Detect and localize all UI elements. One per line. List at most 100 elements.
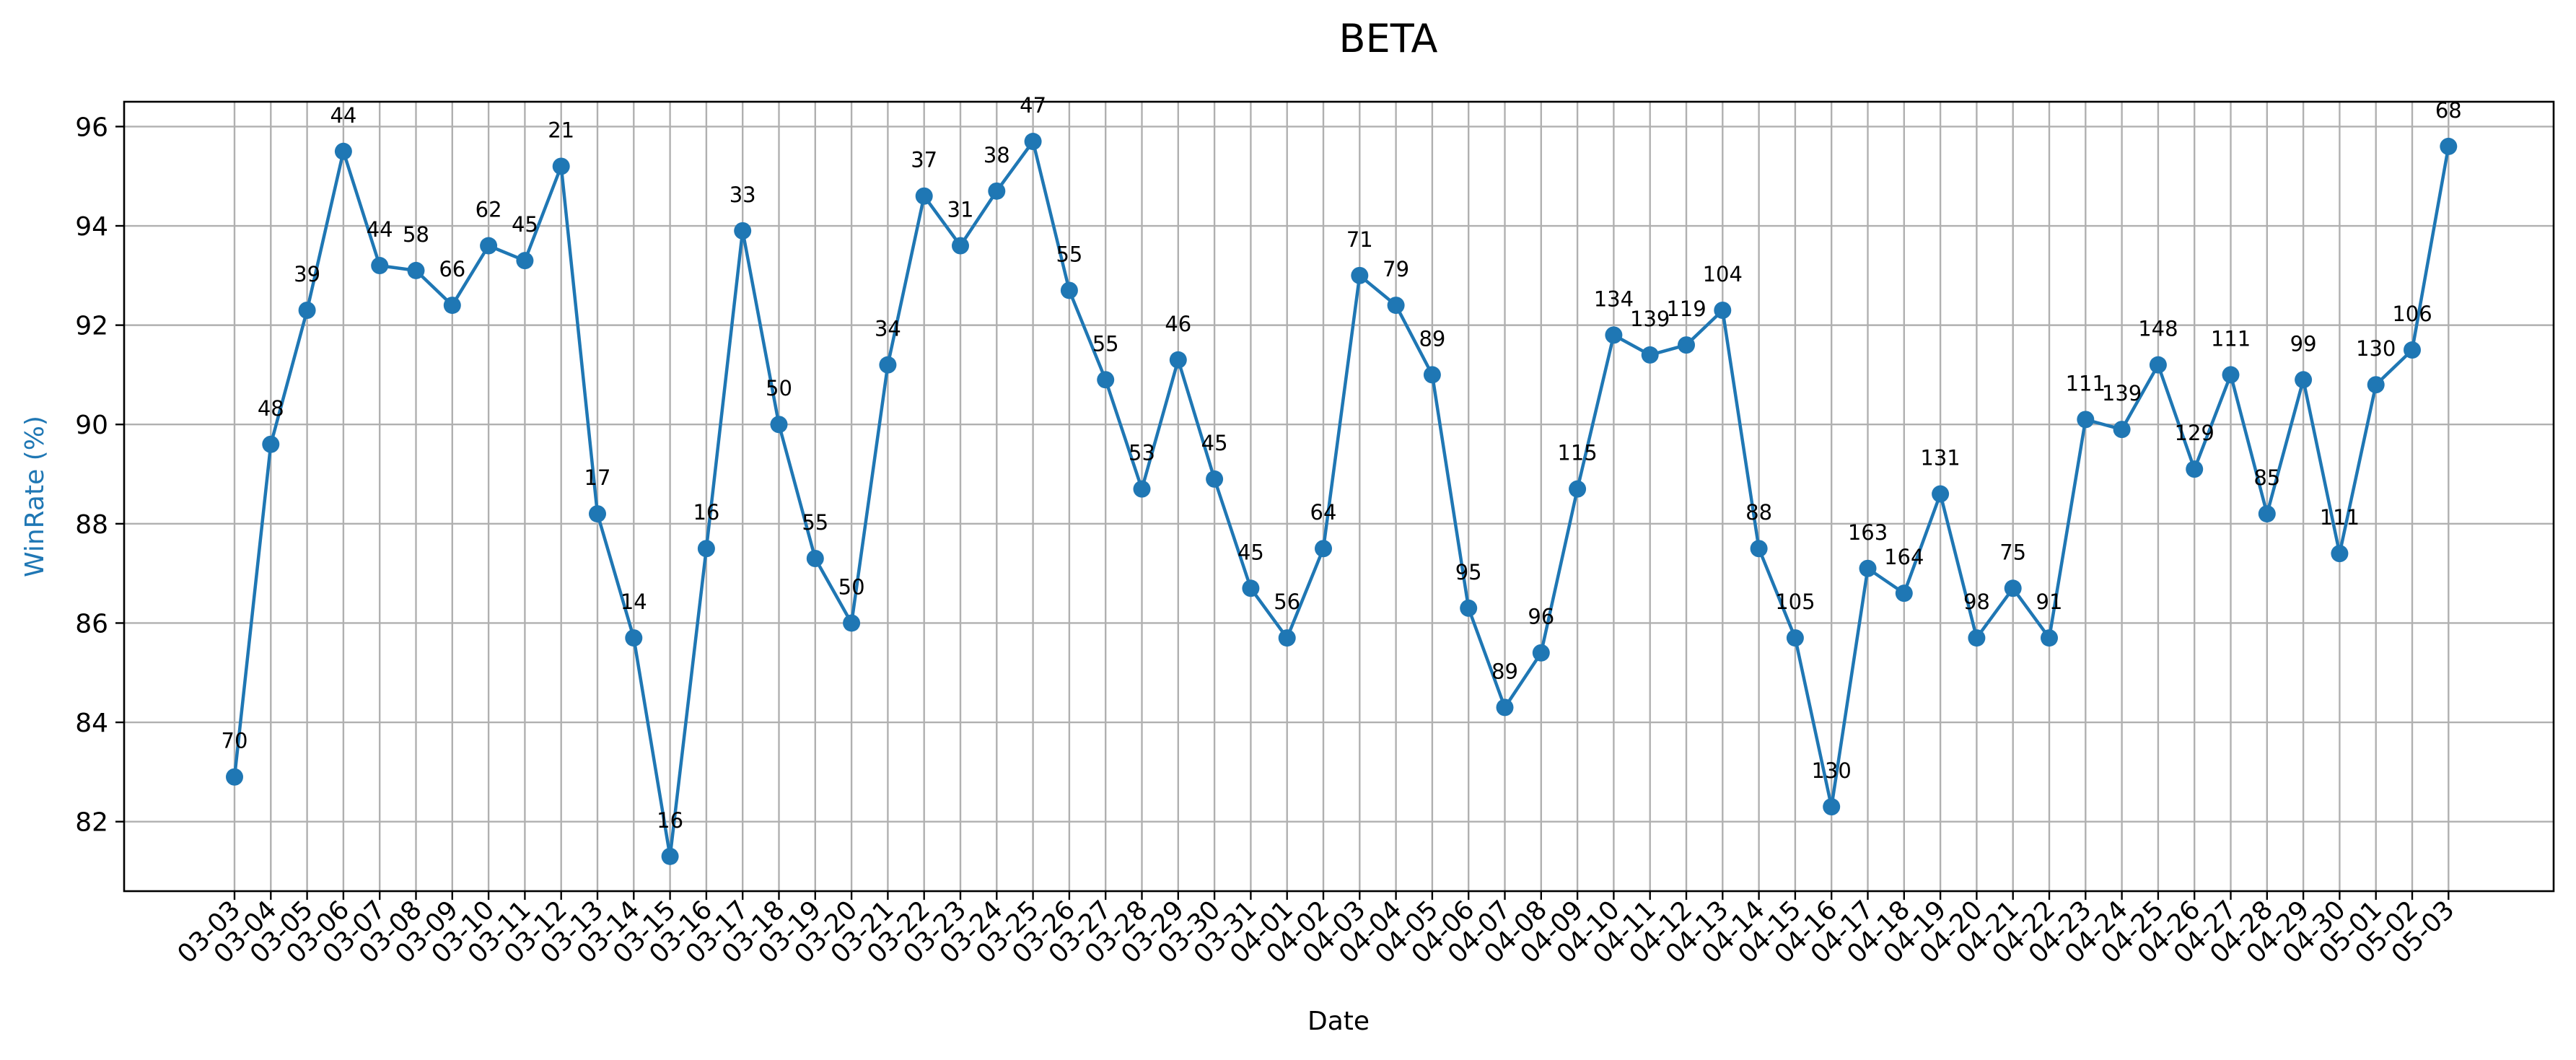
data-point xyxy=(1750,540,1768,558)
data-label: 47 xyxy=(1020,93,1046,118)
data-point xyxy=(226,768,243,786)
data-label: 104 xyxy=(1703,262,1743,286)
data-point xyxy=(262,435,280,453)
data-point xyxy=(2041,629,2058,647)
data-label: 91 xyxy=(2036,590,2063,614)
x-axis-label: Date xyxy=(1307,1007,1370,1036)
data-label: 139 xyxy=(2102,381,2142,406)
data-point xyxy=(516,252,534,270)
data-label: 134 xyxy=(1594,286,1634,311)
data-label: 99 xyxy=(2290,331,2317,356)
y-tick-label: 92 xyxy=(75,312,108,341)
data-point xyxy=(1060,281,1078,299)
data-point xyxy=(697,540,715,558)
data-point xyxy=(334,142,352,160)
data-point xyxy=(1206,470,1224,488)
data-label: 55 xyxy=(1092,331,1119,356)
data-point xyxy=(2004,579,2022,597)
data-point xyxy=(2186,460,2204,478)
data-point xyxy=(480,237,498,255)
data-point xyxy=(2440,137,2458,155)
data-point xyxy=(443,297,461,315)
data-label: 44 xyxy=(367,217,393,242)
data-point xyxy=(2222,366,2240,384)
data-point xyxy=(1024,133,1042,151)
data-point xyxy=(1605,326,1623,344)
data-label: 75 xyxy=(1999,540,2026,564)
data-label: 66 xyxy=(439,257,465,281)
data-point xyxy=(1678,336,1695,354)
data-label: 98 xyxy=(1963,590,1990,614)
data-label: 62 xyxy=(476,198,502,222)
data-point-layer xyxy=(226,133,2458,865)
data-point xyxy=(1641,346,1659,364)
data-label: 105 xyxy=(1775,590,1815,614)
series-line-layer xyxy=(232,139,2450,859)
data-point xyxy=(879,356,897,374)
data-point xyxy=(407,261,425,279)
data-point xyxy=(1968,629,1986,647)
data-point xyxy=(2331,545,2349,563)
data-point xyxy=(806,550,824,568)
data-label: 71 xyxy=(1346,227,1373,252)
data-point xyxy=(2149,356,2167,374)
y-tick-label: 82 xyxy=(75,808,108,838)
data-point xyxy=(1823,798,1841,816)
data-label: 96 xyxy=(1528,605,1554,629)
data-point xyxy=(1460,599,1478,617)
data-point xyxy=(988,182,1006,200)
data-point xyxy=(1423,366,1441,384)
data-point xyxy=(1786,629,1804,647)
data-label: 89 xyxy=(1419,326,1445,351)
data-point xyxy=(298,301,316,319)
data-label: 55 xyxy=(1056,242,1082,266)
data-label: 111 xyxy=(2320,505,2360,530)
data-label: 88 xyxy=(1745,500,1772,525)
data-point xyxy=(1097,371,1115,389)
data-label: 164 xyxy=(1884,545,1924,569)
data-point xyxy=(2295,371,2313,389)
data-label: 50 xyxy=(766,376,792,400)
data-label: 39 xyxy=(294,262,320,286)
data-label: 111 xyxy=(2066,371,2106,395)
data-label: 163 xyxy=(1848,520,1888,545)
data-point xyxy=(1387,297,1405,315)
data-label: 148 xyxy=(2138,317,2178,341)
data-label: 115 xyxy=(1557,441,1597,465)
data-label: 56 xyxy=(1274,590,1300,614)
data-point xyxy=(371,257,389,275)
data-label: 129 xyxy=(2175,421,2214,445)
data-label: 89 xyxy=(1491,659,1518,683)
data-label: 139 xyxy=(1630,307,1670,331)
y-tick-label: 94 xyxy=(75,212,108,242)
data-label: 45 xyxy=(512,212,538,237)
data-label-layer: 70 48 39 44 44 58 66 62 45 21 17 14 16 16 33 50 55 50 34 37… xyxy=(222,93,2462,833)
y-tick-label: 84 xyxy=(75,709,108,738)
y-tick-label: 88 xyxy=(75,510,108,540)
data-label: 130 xyxy=(2356,336,2396,361)
data-label: 130 xyxy=(1812,758,1852,783)
data-label: 70 xyxy=(222,729,248,753)
data-label: 21 xyxy=(548,118,574,142)
data-label: 55 xyxy=(802,510,828,535)
data-label: 58 xyxy=(403,222,429,247)
data-point xyxy=(1714,301,1732,319)
data-label: 119 xyxy=(1666,297,1706,321)
data-point xyxy=(1895,584,1913,603)
data-point xyxy=(2404,341,2421,359)
data-point xyxy=(2367,376,2385,394)
y-axis: 82 84 86 88 90 92 94 96 xyxy=(75,113,124,838)
data-point xyxy=(1278,629,1296,647)
data-label: 53 xyxy=(1129,441,1155,465)
data-point xyxy=(734,222,752,240)
data-label: 17 xyxy=(584,465,611,490)
data-point xyxy=(1242,579,1260,597)
data-label: 31 xyxy=(947,198,974,222)
x-axis: 03-0303-0403-0503-0603-0703-0803-0903-10… xyxy=(172,891,2461,969)
data-point xyxy=(625,629,643,647)
data-label: 79 xyxy=(1383,257,1409,281)
data-label: 44 xyxy=(330,103,356,128)
data-label: 85 xyxy=(2253,465,2280,490)
data-point xyxy=(1532,644,1550,662)
